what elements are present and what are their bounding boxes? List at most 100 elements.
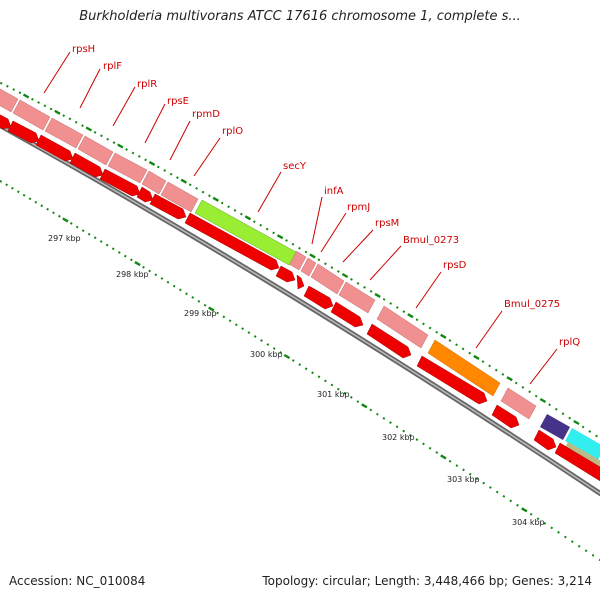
ruler-tick — [272, 231, 275, 235]
ruler-tick — [349, 396, 353, 399]
ruler-tick — [216, 311, 219, 315]
ruler-tick — [350, 278, 353, 281]
ruler-tick — [134, 261, 141, 267]
ruler-tick — [22, 93, 30, 99]
ruler-tick — [87, 232, 91, 236]
ruler-tick — [191, 296, 195, 299]
ruler-tick — [43, 104, 47, 108]
ruler-tick — [514, 381, 518, 385]
ruler-tick — [374, 292, 381, 298]
ruler-tick — [93, 236, 97, 240]
ruler-tick — [68, 117, 72, 121]
ruler-tick — [581, 425, 585, 429]
ruler-tick — [283, 353, 291, 360]
ruler-tick — [343, 391, 347, 395]
ruler-tick — [253, 335, 257, 338]
ruler-tick — [148, 160, 156, 166]
ruler-tick — [195, 187, 198, 190]
ruler-tick — [265, 227, 269, 231]
ruler-tick — [227, 205, 230, 209]
ruler-tick — [509, 499, 513, 503]
ruler-tick — [577, 544, 581, 548]
ruler-tick — [142, 265, 145, 269]
ruler-tick — [298, 246, 301, 250]
ruler-tick — [337, 270, 340, 273]
ruler-tick — [395, 306, 399, 309]
ruler-tick — [180, 178, 187, 184]
gene-label: rpsH — [72, 44, 95, 55]
ruler-tick — [18, 91, 22, 95]
ruler-tick — [130, 258, 133, 262]
ruler-tick — [475, 477, 479, 481]
ruler-tick — [166, 280, 170, 284]
gene-block-rplF — [12, 99, 51, 131]
ruler-tick — [244, 215, 252, 221]
ruler-tick — [462, 468, 465, 472]
ruler-tick — [100, 134, 103, 138]
ruler-tick — [440, 454, 447, 460]
ruler-tick — [176, 176, 179, 179]
ruler-tick — [93, 131, 97, 134]
ruler-tick — [125, 148, 128, 151]
ruler-tick — [461, 347, 465, 351]
ruler-tick — [422, 442, 425, 446]
gene-block-rpsM — [310, 263, 345, 295]
kbp-label: 300 kbp — [250, 350, 283, 359]
ruler-tick — [448, 339, 452, 342]
gene-block-rpmJ — [300, 257, 317, 277]
gene-block-rplQ — [500, 387, 537, 420]
ruler-tick — [440, 333, 447, 339]
ruler-tick — [247, 331, 251, 334]
ruler-tick — [220, 201, 224, 205]
ruler-tick — [34, 200, 38, 204]
ruler-tick — [117, 251, 121, 254]
label-leader-lines — [43, 51, 558, 385]
kbp-label: 304 kbp — [512, 518, 545, 527]
ruler-tick — [356, 400, 360, 403]
ruler-tick — [369, 290, 373, 293]
ruler-tick — [185, 292, 188, 296]
ruler-tick — [252, 220, 256, 223]
ruler-tick — [402, 429, 406, 433]
ruler-tick — [402, 310, 406, 313]
gene-label: rpsE — [167, 96, 189, 107]
ruler-tick — [234, 323, 238, 327]
ruler-tick — [201, 190, 205, 194]
ruler-tick — [516, 503, 519, 507]
ruler-tick — [473, 354, 480, 360]
ruler-tick — [543, 522, 547, 525]
ruler-tick — [363, 286, 366, 289]
pink-gene-track — [0, 88, 537, 420]
ruler-tick — [330, 383, 334, 387]
gene-label: rplR — [137, 79, 157, 90]
ruler-tick — [16, 190, 20, 194]
map-title: Burkholderia multivorans ATCC 17616 chro… — [79, 9, 521, 24]
outer-tick-ruler — [0, 81, 598, 438]
ruler-tick — [548, 403, 551, 407]
ruler-tick — [584, 549, 588, 553]
ruler-tick — [317, 258, 321, 262]
ruler-tick — [266, 343, 270, 346]
kbp-label: 301 kbp — [317, 390, 350, 399]
ruler-tick — [148, 269, 151, 273]
gene-label: rpsD — [443, 260, 467, 271]
ruler-tick — [408, 434, 412, 437]
gene-label: rpsM — [375, 218, 399, 229]
genome-stats-text: Topology: circular; Length: 3,448,466 bp… — [262, 574, 592, 588]
ruler-tick — [521, 386, 525, 389]
ruler-tick — [376, 412, 379, 416]
ruler-tick — [75, 225, 79, 229]
ruler-tick — [324, 262, 327, 266]
ruler-tick — [528, 390, 531, 394]
ruler-tick — [317, 375, 321, 379]
gene-block-rpsH — [0, 88, 19, 113]
gene-label: rplO — [222, 126, 243, 137]
gene-label: rpmJ — [347, 202, 370, 213]
ruler-tick — [28, 197, 32, 201]
kbp-label: 303 kbp — [447, 475, 480, 484]
ruler-tick — [501, 373, 505, 376]
ruler-tick — [160, 277, 164, 280]
ruler-tick — [324, 379, 327, 383]
